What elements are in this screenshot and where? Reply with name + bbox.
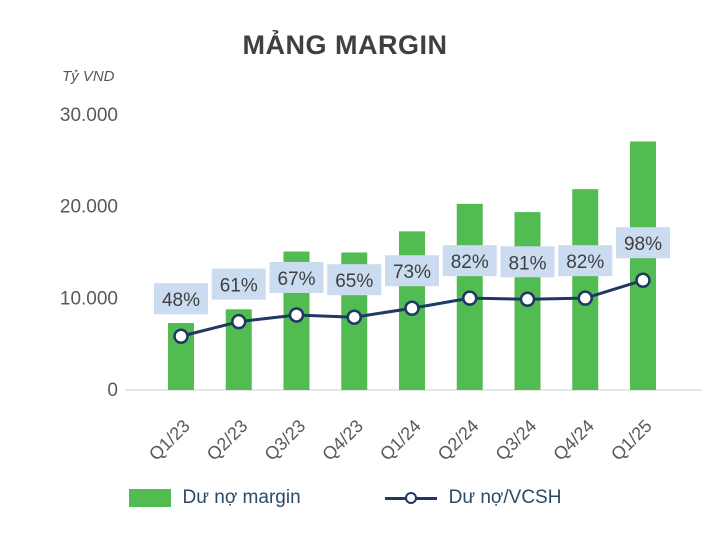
chart-title: MẢNG MARGIN [242,30,448,60]
line-marker [404,300,420,316]
legend-item-ratio: Dư nợ/VCSH [384,487,562,509]
pct-label-band [327,264,382,296]
line-marker [577,290,593,306]
pct-label-band [269,261,324,293]
x-tick-label: Q3/24 [492,416,541,465]
pct-label-band [616,227,670,259]
y-tick-label: 0 [107,380,118,401]
pct-label-band [211,268,266,300]
pct-label-band [442,245,497,277]
bar [572,189,599,390]
line-marker [519,291,536,308]
y-tick-label: 20.000 [60,197,118,218]
line-marker [288,307,305,323]
pct-label: 81% [508,253,546,274]
pct-label: 48% [162,290,200,311]
bar [630,141,656,390]
bar-swatch-icon [128,489,171,507]
pct-label: 82% [451,252,489,273]
line-marker [173,328,189,344]
line-marker [462,290,478,306]
x-tick-label: Q1/25 [607,416,656,465]
legend-label-ratio: Dư nợ/VCSH [448,487,562,508]
y-tick-label: 10.000 [60,288,118,309]
x-tick-label: Q1/24 [376,416,425,465]
legend-label-margin-balance: Dư nợ margin [182,487,301,508]
chart-legend: Dư nợ margin Dư nợ/VCSH [0,487,690,509]
y-tick-label: 30.000 [60,105,118,126]
legend-item-margin-balance: Dư nợ margin [128,487,301,509]
pct-label: 67% [277,269,315,290]
line-swatch-icon [384,492,437,504]
pct-label: 82% [566,252,604,273]
pct-label-band [154,283,208,315]
line-marker-icon [404,492,417,504]
y-axis-unit-label: Tỷ VND [62,68,115,85]
x-tick-label: Q2/24 [434,416,483,465]
x-tick-label: Q2/23 [203,416,252,465]
line-marker [346,309,362,325]
pct-label-band [385,255,439,287]
x-tick-label: Q4/23 [318,416,367,465]
pct-label: 98% [624,234,662,255]
pct-label-band [500,246,555,278]
x-tick-label: Q4/24 [549,416,598,465]
pct-label: 65% [335,271,373,292]
pct-label: 73% [393,262,431,283]
x-tick-label: Q1/23 [145,416,194,465]
line-marker [231,313,247,330]
pct-label: 61% [220,276,258,297]
x-tick-label: Q3/23 [261,416,310,465]
pct-label-band [558,245,613,277]
line-marker [635,272,651,288]
